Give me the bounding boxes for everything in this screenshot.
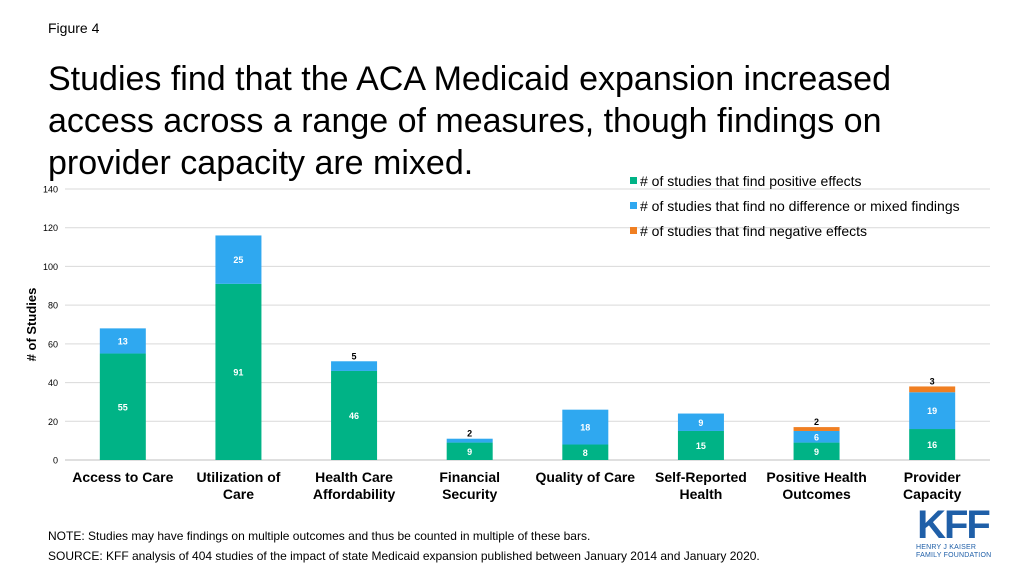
data-label: 25 xyxy=(233,255,243,265)
x-tick-label: Financial xyxy=(439,469,500,485)
data-label: 46 xyxy=(349,411,359,421)
data-label: 9 xyxy=(467,447,472,457)
x-tick-label: Self-Reported xyxy=(655,469,747,485)
bar-segment xyxy=(562,444,609,460)
x-tick-label: Utilization of xyxy=(196,469,280,485)
logo-line-1: HENRY J KAISER xyxy=(916,544,977,551)
bar-segment xyxy=(909,386,956,393)
data-label: 55 xyxy=(118,402,128,412)
data-label: 6 xyxy=(814,432,819,442)
bar-segment xyxy=(215,283,262,460)
bar-segment xyxy=(99,328,146,354)
bar-segment xyxy=(331,361,378,371)
y-axis-label: # of Studies xyxy=(24,288,39,362)
kff-logo: KFF HENRY J KAISER FAMILY FOUNDATION xyxy=(908,503,998,562)
bar-segment xyxy=(793,442,840,460)
data-label: 15 xyxy=(696,441,706,451)
legend-label-positive: # of studies that find positive effects xyxy=(640,172,862,189)
bar-segment xyxy=(909,429,956,460)
legend-label-mixed: # of studies that find no difference or … xyxy=(640,197,960,214)
data-label: 2 xyxy=(467,429,472,439)
bar-segment xyxy=(215,235,262,284)
figure-label: Figure 4 xyxy=(48,20,100,36)
bar-segment xyxy=(909,392,956,430)
x-tick-label: Provider xyxy=(904,469,961,485)
legend-item-positive: # of studies that find positive effects xyxy=(630,168,960,193)
chart-title: Studies find that the ACA Medicaid expan… xyxy=(48,60,891,182)
note-text: NOTE: Studies may have findings on multi… xyxy=(48,529,591,543)
data-label: 16 xyxy=(927,440,937,450)
x-tick-label: Security xyxy=(442,486,497,502)
y-tick-label: 40 xyxy=(48,378,58,388)
data-label: 19 xyxy=(927,406,937,416)
y-tick-label: 120 xyxy=(43,223,58,233)
bar-segment xyxy=(562,409,609,445)
footnotes: NOTE: Studies may have findings on multi… xyxy=(48,526,760,566)
bar-segment xyxy=(446,438,493,443)
y-tick-label: 60 xyxy=(48,339,58,349)
x-tick-label: Affordability xyxy=(313,486,396,502)
y-tick-label: 20 xyxy=(48,417,58,427)
x-tick-label: Access to Care xyxy=(72,469,173,485)
bar-segment xyxy=(331,370,378,460)
legend-swatch-mixed xyxy=(630,202,637,209)
x-tick-label: Health Care xyxy=(315,469,393,485)
y-tick-label: 0 xyxy=(53,456,58,466)
data-label: 5 xyxy=(352,351,357,361)
x-tick-label: Capacity xyxy=(903,486,962,502)
x-tick-label: Quality of Care xyxy=(536,469,636,485)
legend-item-negative: # of studies that find negative effects xyxy=(630,218,960,243)
data-label: 2 xyxy=(814,417,819,427)
bar-segment xyxy=(793,430,840,443)
logo-line-2: FAMILY FOUNDATION xyxy=(916,552,992,559)
legend-swatch-positive xyxy=(630,177,637,184)
bar-segment xyxy=(677,413,724,431)
data-label: 9 xyxy=(814,447,819,457)
y-tick-label: 140 xyxy=(43,185,58,195)
x-tick-label: Care xyxy=(223,486,254,502)
bar-segment xyxy=(446,442,493,460)
data-label: 13 xyxy=(118,336,128,346)
data-label: 91 xyxy=(233,367,243,377)
bar-segment xyxy=(793,427,840,431)
chart-legend: # of studies that find positive effects … xyxy=(630,168,960,243)
bar-segment xyxy=(677,430,724,460)
data-label: 3 xyxy=(930,376,935,386)
x-tick-label: Health xyxy=(680,486,723,502)
legend-item-mixed: # of studies that find no difference or … xyxy=(630,193,960,218)
logo-mark: KFF xyxy=(917,503,991,547)
source-text: SOURCE: KFF analysis of 404 studies of t… xyxy=(48,549,760,563)
x-tick-label: Positive Health xyxy=(766,469,866,485)
data-label: 18 xyxy=(580,423,590,433)
data-label: 8 xyxy=(583,448,588,458)
y-tick-label: 80 xyxy=(48,301,58,311)
legend-swatch-negative xyxy=(630,227,637,234)
x-tick-label: Outcomes xyxy=(782,486,851,502)
legend-label-negative: # of studies that find negative effects xyxy=(640,222,868,239)
data-label: 9 xyxy=(698,418,703,428)
bar-segment xyxy=(99,353,146,460)
y-tick-label: 100 xyxy=(43,262,58,272)
